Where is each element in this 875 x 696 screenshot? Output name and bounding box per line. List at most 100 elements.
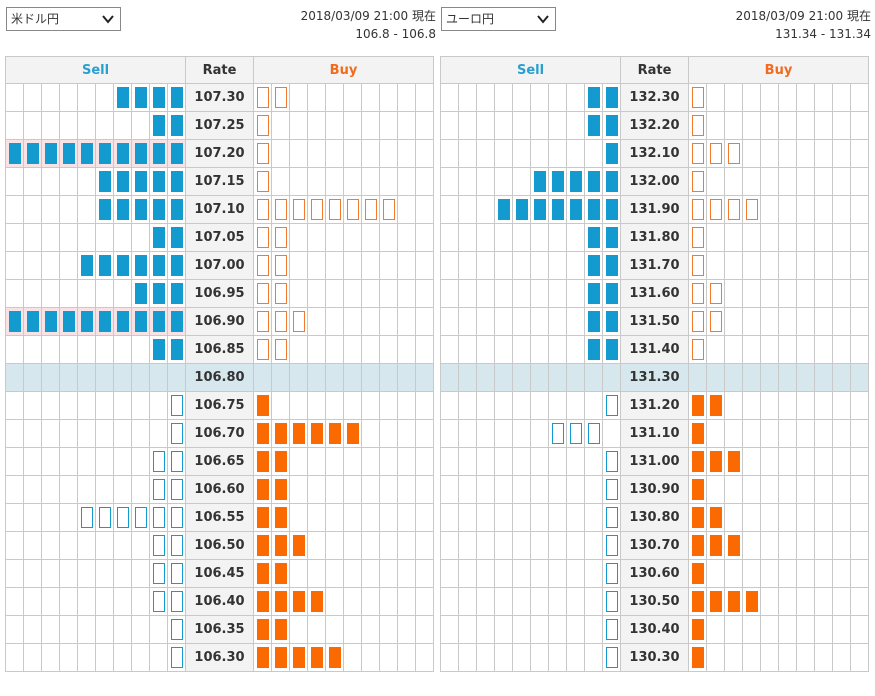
buy-cell <box>397 419 416 448</box>
buy-cell <box>742 475 761 504</box>
sell-cell <box>476 419 495 448</box>
sell-cell <box>59 587 78 616</box>
buy-cell <box>325 531 344 560</box>
sell-cell <box>23 83 42 112</box>
buy-order-block <box>257 227 269 248</box>
sell-cell <box>494 223 513 252</box>
rate-value: 132.20 <box>620 111 689 140</box>
sell-cell <box>476 251 495 280</box>
sell-cell <box>494 335 513 364</box>
buy-cell <box>688 503 707 532</box>
sell-order-block <box>153 227 165 248</box>
sell-cell <box>602 307 621 336</box>
sell-cell <box>5 167 24 196</box>
table-row: 130.80 <box>440 503 869 532</box>
buy-cell <box>724 363 743 392</box>
sell-cell <box>602 643 621 672</box>
sell-cell <box>548 587 567 616</box>
sell-cell <box>95 419 114 448</box>
sell-order-block <box>135 255 147 276</box>
buy-cell <box>742 307 761 336</box>
buy-cell <box>361 139 380 168</box>
sell-cell <box>95 335 114 364</box>
buy-order-block <box>692 451 704 472</box>
sell-cell <box>149 615 168 644</box>
buy-cell <box>397 167 416 196</box>
sell-cell <box>476 139 495 168</box>
buy-cell <box>379 139 398 168</box>
sell-order-block <box>135 87 147 108</box>
sell-order-block <box>81 255 93 276</box>
sell-cell <box>440 83 459 112</box>
buy-cell <box>343 447 362 476</box>
sell-cell <box>5 447 24 476</box>
sell-cell <box>476 83 495 112</box>
table-row: 131.60 <box>440 279 869 308</box>
buy-cell <box>307 587 326 616</box>
sell-order-block <box>153 171 165 192</box>
sell-cell <box>476 503 495 532</box>
buy-cell <box>814 167 833 196</box>
sell-order-block <box>171 339 183 360</box>
sell-order-block <box>117 311 129 332</box>
sell-cell <box>149 335 168 364</box>
sell-cell <box>440 587 459 616</box>
sell-cell <box>584 195 603 224</box>
buy-cell <box>688 419 707 448</box>
buy-cell <box>706 83 725 112</box>
sell-order-block <box>588 339 600 360</box>
sell-cell <box>77 475 96 504</box>
buy-cell <box>397 503 416 532</box>
buy-order-block <box>710 283 722 304</box>
sell-cell <box>458 503 477 532</box>
buy-cell <box>307 139 326 168</box>
buy-order-block <box>293 647 305 668</box>
buy-cell <box>832 167 851 196</box>
sell-cell <box>113 615 132 644</box>
sell-cell <box>149 363 168 392</box>
sell-cell <box>530 335 549 364</box>
buy-order-block <box>257 255 269 276</box>
rate-header: Rate <box>185 56 254 84</box>
sell-cell <box>41 419 60 448</box>
sell-order-block <box>153 451 165 472</box>
buy-cell <box>397 223 416 252</box>
sell-order-block <box>135 283 147 304</box>
buy-cell <box>850 195 869 224</box>
currency-select-eurjpy[interactable]: ユーロ円 <box>441 7 556 31</box>
sell-cell <box>59 195 78 224</box>
sell-cell <box>5 615 24 644</box>
buy-cell <box>379 503 398 532</box>
table-row: 106.65 <box>5 447 434 476</box>
sell-cell <box>602 503 621 532</box>
buy-cell <box>379 447 398 476</box>
sell-order-block <box>171 171 183 192</box>
buy-cell <box>271 195 290 224</box>
sell-cell <box>23 223 42 252</box>
sell-cell <box>476 531 495 560</box>
sell-cell <box>149 391 168 420</box>
buy-cell <box>343 531 362 560</box>
buy-order-block <box>257 591 269 612</box>
buy-order-block <box>257 171 269 192</box>
buy-cell <box>706 167 725 196</box>
buy-cell <box>415 587 434 616</box>
buy-order-block <box>710 507 722 528</box>
sell-cell <box>458 83 477 112</box>
buy-cell <box>760 531 779 560</box>
sell-cell <box>59 223 78 252</box>
sell-cell <box>440 335 459 364</box>
buy-cell <box>724 643 743 672</box>
buy-cell <box>724 531 743 560</box>
sell-cell <box>494 279 513 308</box>
currency-select-usdjpy[interactable]: 米ドル円 <box>6 7 121 31</box>
sell-cell <box>41 279 60 308</box>
sell-order-block <box>588 115 600 136</box>
currency-select-value: ユーロ円 <box>446 12 495 26</box>
sell-cell <box>548 139 567 168</box>
sell-cell <box>77 279 96 308</box>
rate-value: 106.60 <box>185 475 254 504</box>
sell-cell <box>77 251 96 280</box>
buy-cell <box>796 335 815 364</box>
buy-order-block <box>293 423 305 444</box>
